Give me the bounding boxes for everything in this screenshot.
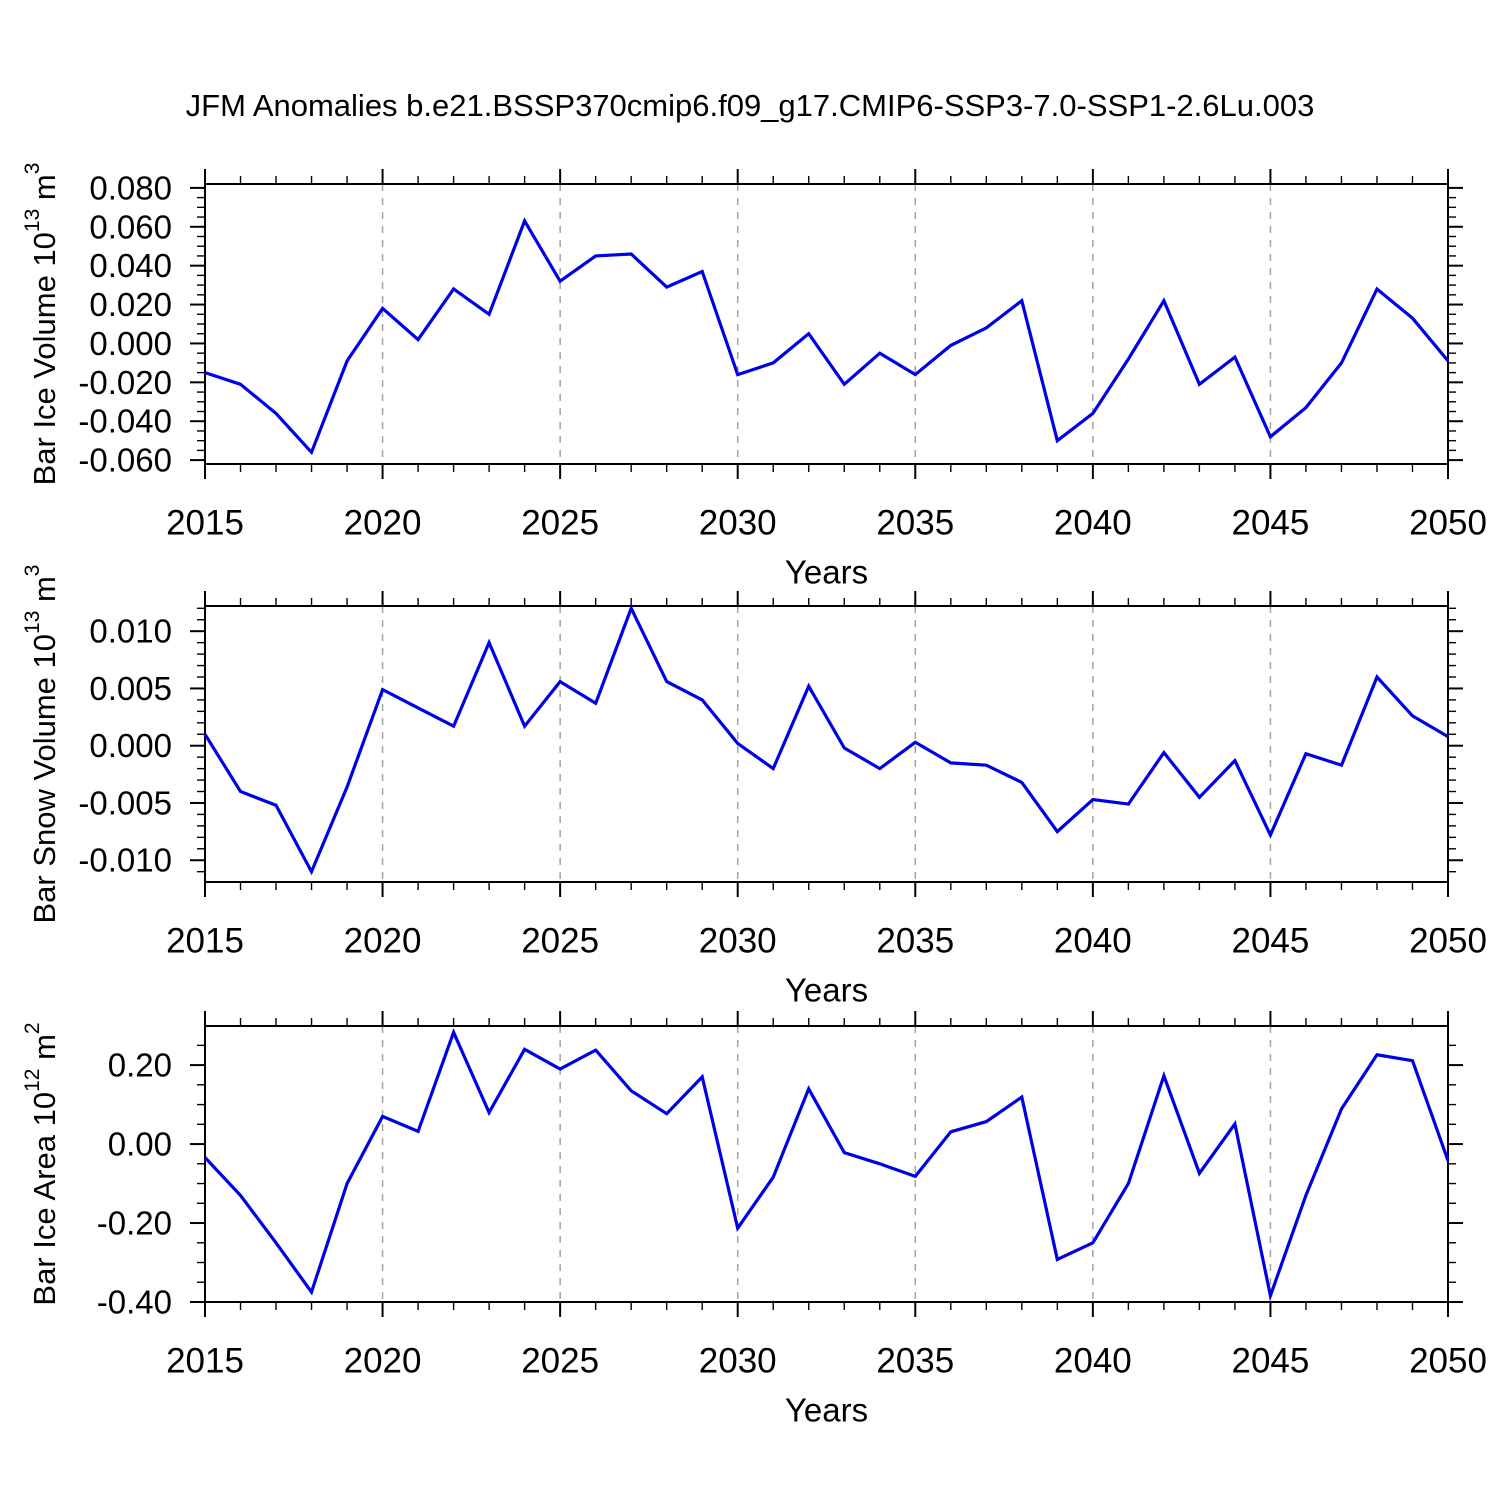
x-tick-label: 2050	[1409, 504, 1487, 543]
x-tick-label: 2025	[521, 504, 599, 543]
plot-frame	[204, 1025, 1449, 1303]
y-tick-label: 0.060	[89, 208, 172, 245]
y-tick-label: 0.000	[89, 727, 172, 764]
x-tick-label: 2035	[876, 922, 954, 961]
y-tick-label: -0.005	[78, 784, 172, 821]
x-axis-title: Years	[785, 1392, 868, 1429]
y-axis-title-text: m	[27, 1034, 62, 1068]
y-tick-label: -0.010	[78, 842, 172, 879]
y-tick-label: 0.020	[89, 286, 172, 323]
x-tick-label: 2040	[1054, 922, 1132, 961]
x-tick-label: 2045	[1231, 1342, 1309, 1381]
x-tick-label: 2020	[344, 1342, 422, 1381]
y-axis-title-text: Bar Snow Volume 10	[27, 634, 62, 924]
y-axis-title-text: Bar Ice Area 10	[27, 1092, 62, 1306]
x-tick-label: 2015	[166, 1342, 244, 1381]
y-axis-title-text: Bar Ice Volume 10	[27, 232, 62, 485]
x-tick-label: 2050	[1409, 1342, 1487, 1381]
x-tick-label: 2015	[166, 922, 244, 961]
y-tick-label: -0.20	[97, 1205, 172, 1242]
data-line	[204, 217, 1450, 456]
x-tick-label: 2015	[166, 504, 244, 543]
chart-panel: -0.010 -0.005 0.000 0.005 0.010 2015 2020 2025 2…	[21, 565, 1487, 1009]
y-axis-title-superscript: 13	[21, 209, 44, 232]
y-tick-label: 0.040	[89, 247, 172, 284]
x-tick-label: 2050	[1409, 922, 1487, 961]
x-tick-label: 2045	[1231, 922, 1309, 961]
y-tick-label: 0.080	[89, 169, 172, 206]
y-tick-label: 0.000	[89, 325, 172, 362]
plot-frame	[204, 183, 1449, 465]
y-axis-title-text: m	[27, 174, 62, 208]
x-tick-label: 2030	[699, 504, 777, 543]
x-tick-label: 2030	[699, 922, 777, 961]
y-axis-title: Bar Ice Volume 1013 m3	[21, 163, 62, 486]
plot-frame	[204, 605, 1449, 883]
y-axis-title: Bar Ice Area 1012 m2	[21, 1022, 62, 1305]
y-tick-label: -0.040	[78, 403, 172, 440]
x-tick-label: 2040	[1054, 1342, 1132, 1381]
x-tick-label: 2025	[521, 922, 599, 961]
x-tick-label: 2030	[699, 1342, 777, 1381]
y-axis-title-superscript: 3	[21, 163, 44, 175]
y-tick-label: -0.060	[78, 442, 172, 479]
y-tick-label: 0.010	[89, 613, 172, 650]
x-axis-title: Years	[785, 554, 868, 591]
y-tick-label: 0.20	[108, 1047, 172, 1084]
x-tick-label: 2025	[521, 1342, 599, 1381]
x-tick-label: 2040	[1054, 504, 1132, 543]
y-tick-label: 0.005	[89, 670, 172, 707]
y-axis-title-text: m	[27, 576, 62, 610]
x-axis-title: Years	[785, 972, 868, 1009]
y-tick-label: -0.40	[97, 1284, 172, 1321]
y-axis-title-superscript: 12	[21, 1069, 44, 1092]
x-tick-label: 2035	[876, 504, 954, 543]
data-line	[203, 604, 1449, 876]
chart-title: JFM Anomalies b.e21.BSSP370cmip6.f09_g17…	[185, 88, 1315, 123]
y-axis-title-superscript: 13	[21, 611, 44, 634]
x-tick-label: 2020	[344, 504, 422, 543]
data-line	[203, 1027, 1450, 1302]
chart-panel: -0.060-0.040-0.0200.0000.0200.0400.0600.…	[21, 163, 1487, 591]
x-tick-label: 2035	[876, 1342, 954, 1381]
y-tick-label: 0.00	[108, 1126, 172, 1163]
y-axis-title-superscript: 2	[21, 1022, 44, 1034]
y-axis-title: Bar Snow Volume 1013 m3	[21, 565, 62, 924]
y-axis-title-superscript: 3	[21, 565, 44, 577]
y-tick-label: -0.020	[78, 364, 172, 401]
x-tick-label: 2045	[1231, 504, 1309, 543]
chart-panel: -0.40 -0.20 0.00 0.20 2015 2020 2025 2030 2035 20…	[21, 1011, 1487, 1429]
x-tick-label: 2020	[344, 922, 422, 961]
